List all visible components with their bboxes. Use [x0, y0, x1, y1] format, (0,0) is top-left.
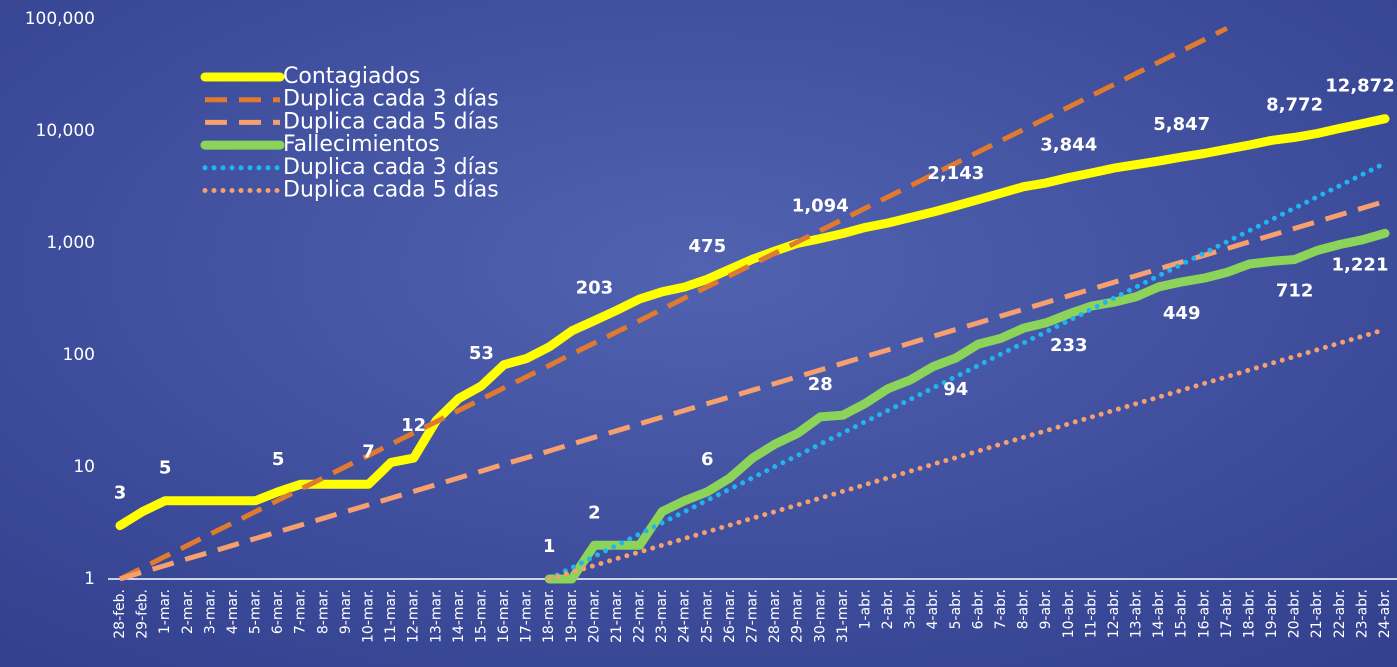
x-tick-label: 27-mar. [745, 589, 761, 643]
data-label: 712 [1276, 281, 1314, 302]
data-label: 203 [576, 278, 614, 299]
x-tick-label: 4-abr. [925, 589, 941, 629]
legend-label: Duplica cada 3 días [283, 87, 499, 112]
x-tick-label: 18-mar. [541, 589, 557, 643]
data-label: 1 [543, 536, 556, 557]
data-label: 3 [114, 483, 127, 504]
chart: 1 10 100 1,000 10,000 100,000 28-feb. 29-feb. 1-… [0, 0, 1397, 667]
data-label: 12,872 [1325, 76, 1394, 97]
x-tick-label: 26-mar. [722, 589, 738, 643]
x-tick-label: 3-mar. [202, 589, 218, 634]
x-tick-label: 11-mar. [383, 589, 399, 643]
x-tick-label: 3-abr. [903, 589, 919, 629]
x-tick-label: 10-abr. [1061, 589, 1077, 638]
x-tick-label: 6-abr. [970, 589, 986, 629]
x-tick-label: 29-mar. [790, 589, 806, 643]
x-tick-label: 14-mar. [451, 589, 467, 643]
y-tick-label: 10 [73, 457, 95, 477]
x-tick-label: 11-abr. [1083, 589, 1099, 638]
x-tick-label: 17-abr. [1219, 589, 1235, 638]
data-label: 12 [401, 415, 426, 436]
data-label: 5 [272, 449, 285, 470]
x-tick-label: 10-mar. [360, 589, 376, 643]
data-label: 1,221 [1332, 254, 1389, 275]
x-tick-label: 23-mar. [654, 589, 670, 643]
x-tick-label: 1-mar. [157, 589, 173, 634]
legend-label: Duplica cada 5 días [283, 109, 499, 134]
x-tick-label: 7-mar. [293, 589, 309, 634]
x-tick-label: 9-abr. [1038, 589, 1054, 629]
x-tick-label: 13-abr. [1129, 589, 1145, 638]
x-tick-label: 14-abr. [1151, 589, 1167, 638]
x-tick-label: 16-abr. [1196, 589, 1212, 638]
x-tick-label: 20-abr. [1287, 589, 1303, 638]
data-label: 2,143 [927, 163, 984, 184]
data-label: 28 [808, 374, 833, 395]
x-tick-label: 19-mar. [564, 589, 580, 643]
data-label: 3,844 [1040, 135, 1097, 156]
x-tick-label: 1-abr. [857, 589, 873, 629]
x-tick-label: 22-abr. [1332, 589, 1348, 638]
x-tick-label: 12-mar. [406, 589, 422, 643]
legend-label: Fallecimientos [283, 132, 440, 157]
x-tick-label: 17-mar. [519, 589, 535, 643]
y-tick-label: 100,000 [25, 9, 95, 29]
x-tick-label: 28-feb. [112, 589, 128, 639]
x-tick-label: 18-abr. [1241, 589, 1257, 638]
data-label: 1,094 [792, 196, 849, 217]
data-label: 449 [1163, 303, 1201, 324]
x-tick-label: 8-mar. [315, 589, 331, 634]
x-tick-label: 12-abr. [1106, 589, 1122, 638]
x-tick-label: 5-mar. [248, 589, 264, 634]
data-label: 6 [701, 449, 714, 470]
x-tick-label: 8-abr. [1016, 589, 1032, 629]
data-label: 94 [943, 379, 968, 400]
x-tick-label: 31-mar. [835, 589, 851, 643]
x-tick-label: 21-abr. [1309, 589, 1325, 638]
data-label: 2 [588, 502, 601, 523]
x-tick-label: 5-abr. [948, 589, 964, 629]
x-tick-label: 16-mar. [496, 589, 512, 643]
x-tick-label: 21-mar. [609, 589, 625, 643]
data-label: 8,772 [1266, 94, 1323, 115]
legend-label: Duplica cada 5 días [283, 178, 499, 203]
data-label: 233 [1050, 335, 1088, 356]
data-label: 7 [362, 441, 375, 462]
y-tick-label: 1,000 [46, 233, 95, 253]
y-tick-label: 1 [84, 569, 95, 589]
y-tick-label: 10,000 [36, 121, 95, 141]
x-tick-label: 22-mar. [632, 589, 648, 643]
x-tick-label: 23-abr. [1354, 589, 1370, 638]
x-tick-label: 25-mar. [699, 589, 715, 643]
x-tick-label: 29-feb. [135, 589, 151, 639]
x-tick-label: 15-mar. [473, 589, 489, 643]
x-tick-label: 15-abr. [1174, 589, 1190, 638]
data-label: 53 [469, 343, 494, 364]
x-tick-label: 20-mar. [586, 589, 602, 643]
x-tick-label: 24-mar. [677, 589, 693, 643]
data-label: 475 [689, 236, 727, 257]
legend-label: Duplica cada 3 días [283, 155, 499, 180]
x-tick-label: 9-mar. [338, 589, 354, 634]
data-label: 5 [159, 458, 172, 479]
x-tick-label: 13-mar. [428, 589, 444, 643]
x-tick-label: 7-abr. [993, 589, 1009, 629]
y-tick-label: 100 [63, 345, 95, 365]
x-tick-label: 28-mar. [767, 589, 783, 643]
x-tick-label: 24-abr. [1377, 589, 1393, 638]
x-tick-label: 2-mar. [180, 589, 196, 634]
x-tick-label: 19-abr. [1264, 589, 1280, 638]
x-tick-label: 6-mar. [270, 589, 286, 634]
legend-label: Contagiados [283, 64, 420, 89]
data-label: 5,847 [1153, 114, 1210, 135]
x-tick-label: 30-mar. [812, 589, 828, 643]
x-tick-label: 2-abr. [880, 589, 896, 629]
x-tick-label: 4-mar. [225, 589, 241, 634]
